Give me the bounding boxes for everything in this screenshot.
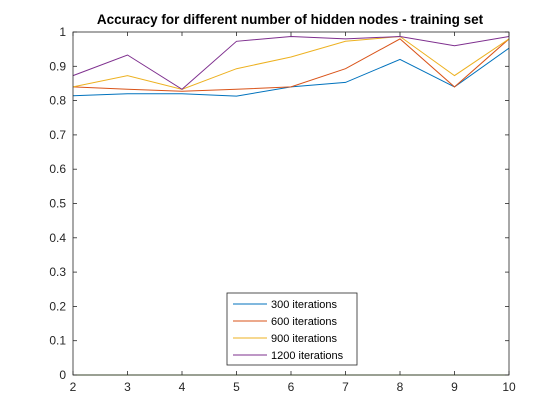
x-tick-label: 2 [70,380,77,394]
chart-title: Accuracy for different number of hidden … [97,12,484,27]
y-tick-label: 0.9 [49,59,66,73]
legend-label-4: 1200 iterations [271,350,344,362]
legend-box [226,292,358,366]
series-line-3 [72,35,510,90]
y-tick-label: 0.8 [49,94,66,108]
series-line-2 [72,38,510,92]
axes-layer: 2 3 4 5 6 7 8 9 10 0 0.1 0.2 0.3 0.4 0.5 0.6 0.7 0.8 0.9 1 [49,25,516,394]
y-tick-label: 0.5 [49,197,66,211]
x-tick-label: 10 [502,380,516,394]
x-tick-label: 3 [124,380,131,394]
y-tick-label: 0.1 [49,334,66,348]
legend-label-3: 900 iterations [271,333,338,345]
y-tick-label: 0.7 [49,128,66,142]
x-tick-label: 4 [179,380,186,394]
series-layer [72,35,510,97]
legend-label-1: 300 iterations [271,299,338,311]
x-tick-label: 7 [342,380,349,394]
x-tick-label: 6 [288,380,295,394]
x-tick-label: 9 [451,380,458,394]
y-tick-label: 0.2 [49,299,66,313]
y-tick-label: 0.4 [49,231,66,245]
legend-label-2: 600 iterations [271,316,338,328]
legend: 300 iterations 600 iterations 900 iteratio… [226,292,358,366]
x-tick-label: 5 [233,380,240,394]
y-tick-label: 0.3 [49,265,66,279]
y-tick-label: 0.6 [49,162,66,176]
y-tick-label: 0 [59,368,66,382]
y-tick-label: 1 [59,25,66,39]
x-tick-label: 8 [397,380,404,394]
series-line-4 [72,35,510,90]
